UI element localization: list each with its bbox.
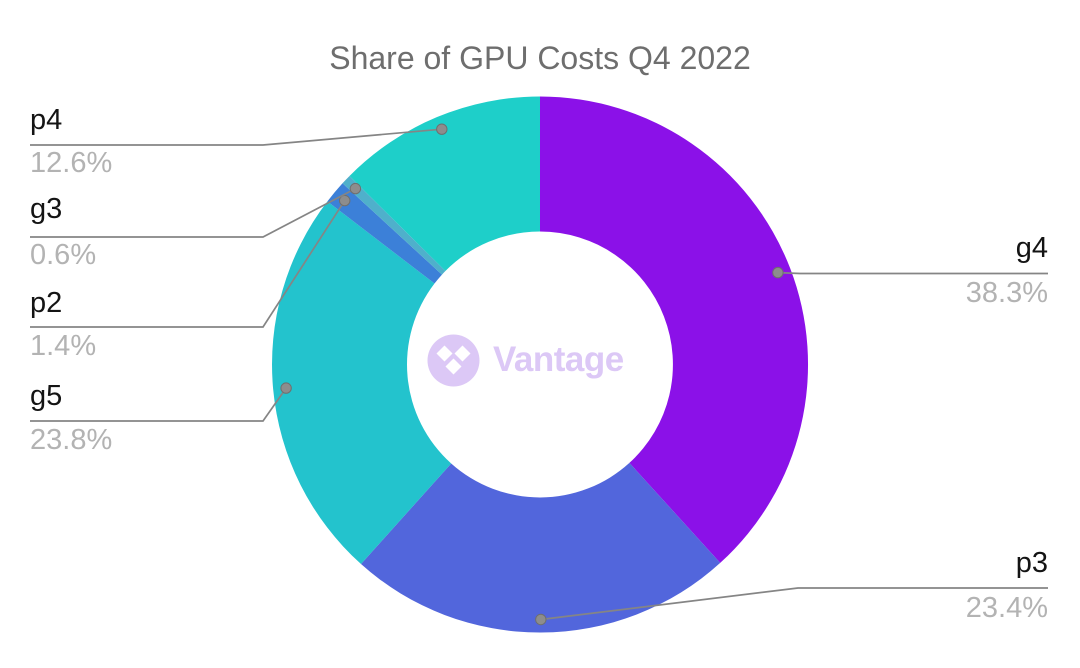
slice-g4[interactable] bbox=[540, 96, 809, 563]
leader-line-g5 bbox=[30, 387, 287, 422]
slice-value-g4: 38.3% bbox=[965, 277, 1048, 309]
vantage-watermark: Vantage bbox=[427, 332, 624, 388]
slice-label-p3: p3 bbox=[1015, 547, 1048, 579]
slice-g3[interactable] bbox=[342, 176, 446, 275]
slice-label-g5: g5 bbox=[30, 380, 63, 412]
slice-label-p4: p4 bbox=[30, 104, 63, 136]
slice-p2[interactable] bbox=[327, 183, 442, 284]
slice-label-g4: g4 bbox=[1015, 232, 1048, 264]
slice-value-p4: 12.6% bbox=[30, 147, 113, 179]
slice-p3[interactable] bbox=[361, 462, 721, 633]
slice-label-p2: p2 bbox=[30, 287, 63, 319]
leader-line-p2 bbox=[30, 200, 346, 328]
leader-dot-g3 bbox=[349, 182, 362, 195]
slice-g5[interactable] bbox=[272, 201, 452, 564]
leader-dot-p2 bbox=[339, 194, 351, 207]
slice-value-p2: 1.4% bbox=[30, 330, 97, 362]
slice-value-g3: 0.6% bbox=[30, 239, 97, 271]
leader-dot-g4 bbox=[772, 266, 784, 279]
leader-dot-p3 bbox=[535, 613, 547, 626]
slice-value-p3: 23.4% bbox=[965, 592, 1048, 624]
leader-line-g3 bbox=[30, 187, 356, 238]
leader-line-p4 bbox=[30, 128, 442, 146]
slice-p4[interactable] bbox=[349, 96, 541, 272]
vantage-wordmark: Vantage bbox=[493, 340, 624, 379]
leader-dot-g5 bbox=[280, 382, 292, 394]
chart-title: Share of GPU Costs Q4 2022 bbox=[329, 40, 751, 76]
leader-line-g4 bbox=[777, 271, 1048, 275]
slice-label-g3: g3 bbox=[30, 193, 63, 225]
slice-value-g5: 23.8% bbox=[30, 424, 113, 456]
leader-dot-p4 bbox=[436, 123, 448, 135]
leader-line-p3 bbox=[540, 587, 1048, 621]
vantage-logo-icon bbox=[427, 334, 480, 386]
